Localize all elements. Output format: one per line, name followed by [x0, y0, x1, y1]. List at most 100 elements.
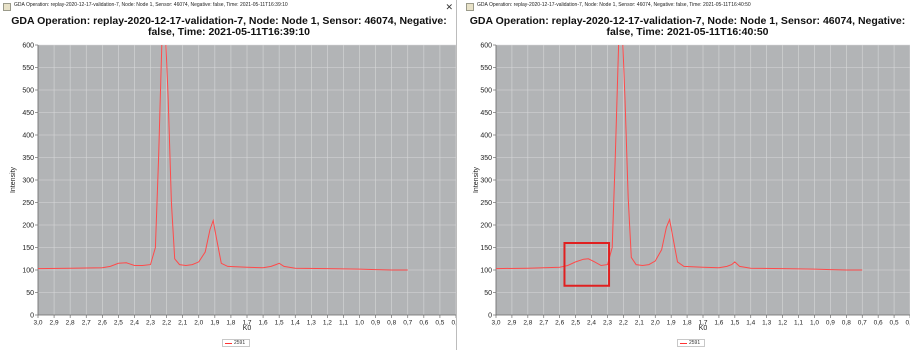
legend: 2591 — [222, 339, 250, 347]
x-tick-label: 2,1 — [635, 320, 644, 327]
x-tick-label: 1,3 — [307, 320, 316, 327]
x-tick-label: 1,9 — [210, 320, 219, 327]
y-tick-label: 150 — [480, 245, 492, 252]
x-tick-label: 1,4 — [291, 320, 300, 327]
chart-window-left: GDA Operation: replay-2020-12-17-validat… — [0, 0, 457, 350]
y-tick-label: 550 — [22, 65, 34, 72]
x-tick-label: 0,8 — [387, 320, 396, 327]
y-tick-label: 300 — [22, 178, 34, 185]
y-tick-label: 350 — [22, 155, 34, 162]
chart-svg: 0 50 100 150 200 250 300 350 400 450 500 550 600 3,0 2… — [10, 43, 456, 332]
chart-title: GDA Operation: replay-2020-12-17-validat… — [469, 16, 906, 38]
x-tick-label: 2,2 — [162, 320, 171, 327]
x-tick-label: 1,3 — [762, 320, 771, 327]
app-icon — [466, 3, 474, 11]
y-tick-label: 450 — [480, 110, 492, 117]
y-tick-label: 500 — [480, 88, 492, 95]
y-tick-label: 100 — [480, 268, 492, 275]
x-tick-label: 1,9 — [667, 320, 676, 327]
y-tick-label: 0 — [488, 313, 492, 320]
series-line — [38, 45, 408, 271]
x-tick-label: 1,8 — [226, 320, 235, 327]
y-tick-label: 400 — [480, 133, 492, 140]
x-tick-label: 2,8 — [66, 320, 75, 327]
y-axis-label: Intensity — [10, 166, 17, 193]
legend-swatch — [225, 343, 232, 344]
x-tick-label: 2,0 — [651, 320, 660, 327]
x-tick-label: 2,5 — [114, 320, 123, 327]
y-tick-label: 150 — [22, 245, 34, 252]
x-tick-label: 2,4 — [130, 320, 139, 327]
legend: 2591 — [677, 339, 705, 347]
title-bar[interactable]: GDA Operation: replay-2020-12-17-validat… — [0, 0, 456, 14]
x-tick-label: 2,7 — [539, 320, 548, 327]
x-tick-label: 2,6 — [98, 320, 107, 327]
x-axis-label: K0 — [699, 325, 708, 332]
x-tick-label: 1,7 — [242, 320, 251, 327]
y-tick-label: 600 — [22, 43, 34, 50]
x-tick-label: 0,5 — [435, 320, 444, 327]
highlight-box — [563, 242, 611, 287]
window-title: GDA Operation: replay-2020-12-17-validat… — [477, 2, 751, 8]
chart-window-right: GDA Operation: replay-2020-12-17-validat… — [463, 0, 910, 350]
x-tick-label: 1,2 — [778, 320, 787, 327]
x-tick-label: 1,6 — [714, 320, 723, 327]
x-tick-label: 0,4 — [905, 320, 910, 327]
x-tick-label: 2,8 — [523, 320, 532, 327]
close-icon[interactable]: ✕ — [445, 2, 453, 12]
y-tick-label: 600 — [480, 43, 492, 50]
y-tick-label: 450 — [22, 110, 34, 117]
x-tick-label: 3,0 — [491, 320, 500, 327]
y-tick-label: 0 — [30, 313, 34, 320]
y-tick-label: 500 — [22, 88, 34, 95]
window-title: GDA Operation: replay-2020-12-17-validat… — [14, 2, 288, 8]
chart-title: GDA Operation: replay-2020-12-17-validat… — [11, 16, 447, 38]
x-tick-label: 2,9 — [507, 320, 516, 327]
x-tick-label: 2,6 — [555, 320, 564, 327]
app-icon — [3, 3, 11, 11]
x-tick-label: 0,9 — [371, 320, 380, 327]
x-tick-label: 0,8 — [842, 320, 851, 327]
legend-label: 2591 — [234, 340, 246, 346]
x-tick-label: 1,1 — [339, 320, 348, 327]
chart-svg: 0 50 100 150 200 250 300 350 400 450 500 550 600 3,0 2… — [473, 43, 910, 332]
x-tick-label: 0,6 — [874, 320, 883, 327]
x-tick-label: 0,6 — [419, 320, 428, 327]
title-bar[interactable]: GDA Operation: replay-2020-12-17-validat… — [463, 0, 910, 14]
x-tick-label: 1,4 — [746, 320, 755, 327]
y-tick-label: 250 — [480, 200, 492, 207]
x-tick-label: 0,7 — [403, 320, 412, 327]
y-tick-label: 400 — [22, 133, 34, 140]
x-tick-label: 1,5 — [730, 320, 739, 327]
x-tick-label: 1,8 — [683, 320, 692, 327]
x-tick-label: 1,0 — [810, 320, 819, 327]
x-tick-label: 0,4 — [451, 320, 456, 327]
legend-label: 2591 — [689, 340, 701, 346]
legend-swatch — [680, 343, 687, 344]
x-tick-label: 2,5 — [571, 320, 580, 327]
y-axis-label: Intensity — [473, 166, 480, 193]
x-tick-label: 0,7 — [858, 320, 867, 327]
x-tick-label: 1,7 — [698, 320, 707, 327]
y-tick-label: 250 — [22, 200, 34, 207]
x-tick-label: 2,9 — [50, 320, 59, 327]
x-tick-label: 2,0 — [194, 320, 203, 327]
y-tick-label: 200 — [22, 223, 34, 230]
y-tick-label: 200 — [480, 223, 492, 230]
x-tick-label: 2,7 — [82, 320, 91, 327]
x-axis-label: K0 — [243, 325, 252, 332]
x-tick-label: 3,0 — [33, 320, 42, 327]
x-tick-label: 1,2 — [323, 320, 332, 327]
x-tick-label: 2,2 — [619, 320, 628, 327]
x-tick-label: 0,9 — [826, 320, 835, 327]
x-tick-label: 2,4 — [587, 320, 596, 327]
y-tick-label: 300 — [480, 178, 492, 185]
y-tick-label: 50 — [484, 290, 492, 297]
x-tick-label: 1,1 — [794, 320, 803, 327]
y-tick-label: 550 — [480, 65, 492, 72]
series-line — [496, 45, 863, 271]
y-tick-label: 100 — [22, 268, 34, 275]
x-tick-label: 1,5 — [275, 320, 284, 327]
x-tick-label: 2,1 — [178, 320, 187, 327]
x-tick-label: 1,6 — [259, 320, 268, 327]
